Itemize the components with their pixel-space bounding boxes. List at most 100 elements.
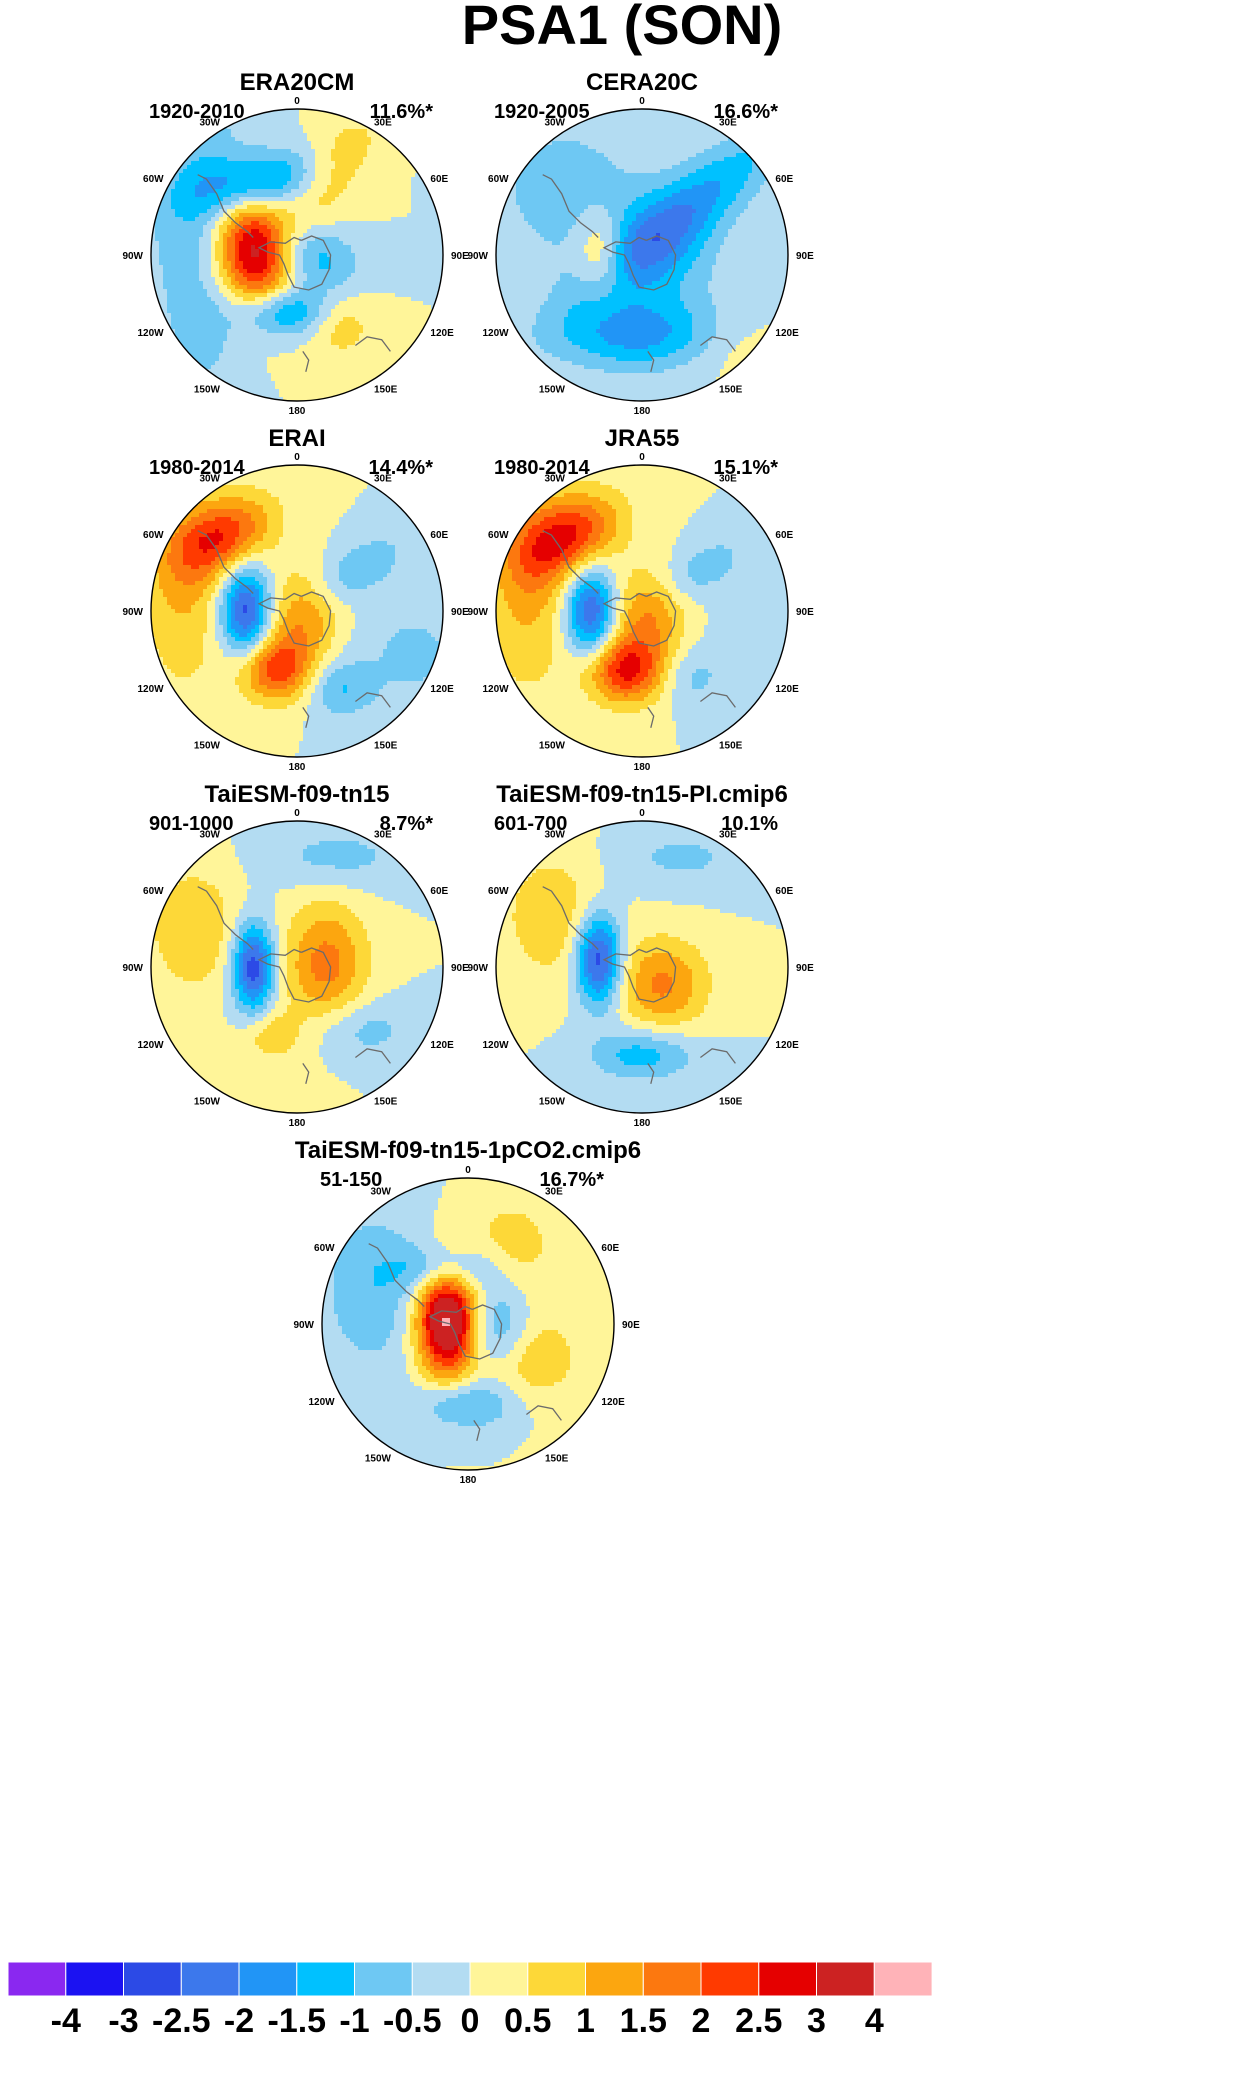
field-cell	[207, 301, 212, 306]
field-cell	[275, 341, 280, 346]
field-cell	[387, 145, 392, 150]
field-cell	[375, 177, 380, 182]
field-cell	[427, 321, 432, 326]
field-cell	[187, 321, 192, 326]
field-cell	[371, 285, 376, 290]
field-cell	[191, 349, 196, 354]
field-cell	[271, 273, 276, 278]
field-cell	[351, 153, 356, 158]
field-cell	[564, 133, 569, 138]
field-cell	[315, 245, 320, 250]
field-cell	[243, 237, 248, 242]
field-cell	[291, 269, 296, 274]
field-cell	[315, 393, 320, 398]
field-cell	[331, 125, 336, 130]
field-cell	[391, 257, 396, 262]
field-cell	[319, 317, 324, 322]
field-cell	[279, 113, 284, 118]
field-cell	[391, 205, 396, 210]
field-cell	[235, 249, 240, 254]
field-cell	[279, 141, 284, 146]
field-cell	[259, 197, 264, 202]
field-cell	[195, 301, 200, 306]
field-cell	[379, 213, 384, 218]
field-cell	[640, 141, 645, 146]
field-cell	[215, 137, 220, 142]
field-cell	[179, 177, 184, 182]
field-cell	[347, 377, 352, 382]
field-cell	[648, 161, 653, 166]
field-cell	[339, 289, 344, 294]
field-cell	[187, 257, 192, 262]
field-cell	[195, 313, 200, 318]
field-cell	[159, 273, 164, 278]
field-cell	[191, 233, 196, 238]
field-cell	[211, 205, 216, 210]
field-cell	[259, 173, 264, 178]
field-cell	[648, 137, 653, 142]
field-cell	[315, 133, 320, 138]
field-cell	[255, 177, 260, 182]
field-cell	[640, 113, 645, 118]
field-cell	[375, 169, 380, 174]
field-cell	[175, 317, 180, 322]
field-cell	[267, 185, 272, 190]
field-cell	[231, 345, 236, 350]
field-cell	[355, 181, 360, 186]
field-cell	[279, 373, 284, 378]
field-cell	[171, 257, 176, 262]
field-cell	[215, 293, 220, 298]
field-cell	[171, 225, 176, 230]
field-cell	[227, 165, 232, 170]
field-cell	[327, 313, 332, 318]
field-cell	[371, 193, 376, 198]
field-cell	[275, 145, 280, 150]
field-cell	[191, 229, 196, 234]
field-cell	[191, 269, 196, 274]
field-cell	[267, 389, 272, 394]
field-cell	[379, 221, 384, 226]
field-cell	[207, 213, 212, 218]
field-cell	[191, 249, 196, 254]
field-cell	[311, 313, 316, 318]
field-cell	[375, 297, 380, 302]
field-cell	[303, 317, 308, 322]
field-cell	[692, 141, 697, 146]
field-cell	[179, 305, 184, 310]
field-cell	[163, 205, 168, 210]
field-cell	[183, 265, 188, 270]
field-cell	[263, 177, 268, 182]
field-cell	[211, 209, 216, 214]
field-cell	[195, 321, 200, 326]
field-cell	[255, 173, 260, 178]
field-cell	[391, 225, 396, 230]
field-cell	[359, 325, 364, 330]
field-cell	[335, 185, 340, 190]
field-cell	[343, 189, 348, 194]
field-cell	[375, 153, 380, 158]
field-cell	[211, 185, 216, 190]
field-cell	[271, 157, 276, 162]
field-cell	[191, 201, 196, 206]
field-cell	[211, 345, 216, 350]
field-cell	[259, 389, 264, 394]
field-cell	[195, 225, 200, 230]
field-cell	[439, 265, 443, 270]
field-cell	[231, 229, 236, 234]
field-cell	[327, 169, 332, 174]
field-cell	[375, 145, 380, 150]
field-cell	[219, 361, 224, 366]
field-cell	[255, 333, 260, 338]
field-cell	[331, 377, 336, 382]
field-cell	[359, 341, 364, 346]
field-cell	[235, 181, 240, 186]
field-cell	[668, 149, 673, 154]
field-cell	[279, 357, 284, 362]
field-cell	[323, 297, 328, 302]
field-cell	[199, 157, 204, 162]
field-cell	[363, 181, 368, 186]
field-cell	[680, 157, 685, 162]
field-cell	[411, 285, 416, 290]
field-cell	[255, 165, 260, 170]
